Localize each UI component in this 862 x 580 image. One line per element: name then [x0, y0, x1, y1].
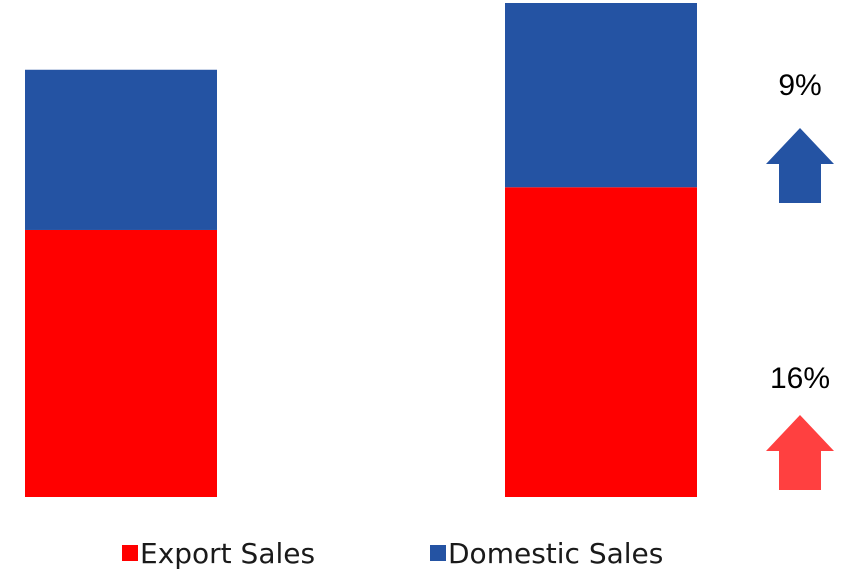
bar-domestic-sales-1 — [25, 69, 217, 230]
legend-swatch-export-sales — [122, 545, 138, 561]
bar-export-sales-1 — [25, 229, 217, 498]
legend-swatch-domestic-sales — [430, 545, 446, 561]
legend: Export Sales Domestic Sales — [122, 537, 663, 570]
bar-export-sales-2 — [505, 187, 697, 497]
bars-group — [25, 3, 697, 498]
change-label-export-sales: 16% — [770, 362, 830, 395]
legend-label-domestic-sales: Domestic Sales — [448, 537, 663, 570]
change-label-domestic-sales: 9% — [778, 69, 821, 102]
up-arrow-icon — [766, 128, 834, 203]
annotations-group: 9% 16% — [766, 69, 834, 490]
bar-domestic-sales-2 — [505, 3, 697, 188]
up-arrow-icon — [766, 415, 834, 490]
legend-label-export-sales: Export Sales — [140, 537, 315, 570]
